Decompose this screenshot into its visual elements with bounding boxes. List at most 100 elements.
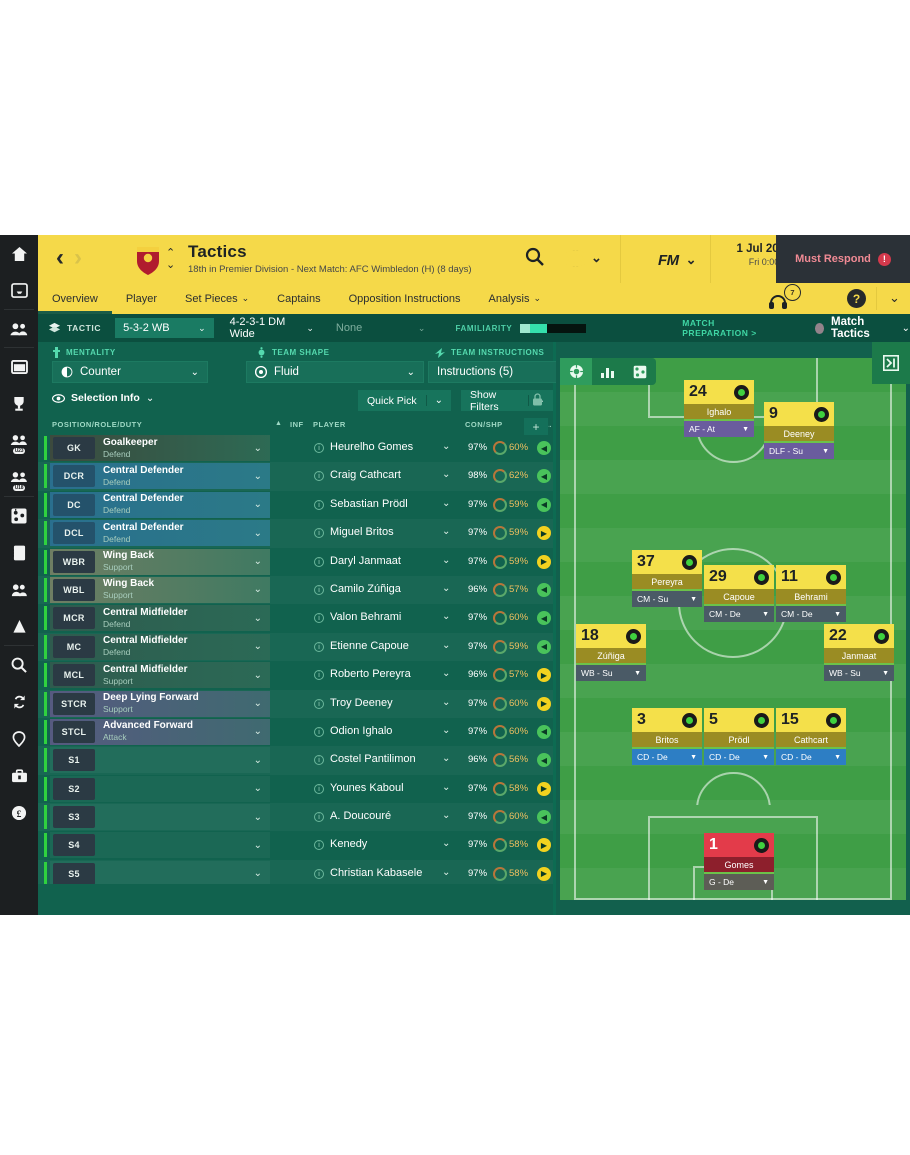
player-info-icon[interactable]: i xyxy=(314,783,324,794)
formation-icon[interactable] xyxy=(560,358,592,385)
role-select[interactable]: AF - At ▼ xyxy=(684,421,754,437)
world-caret[interactable]: ⌄ xyxy=(591,250,602,265)
world-button[interactable]: ⌄ xyxy=(566,246,602,270)
team-shape-select[interactable]: Fluid ⌄ xyxy=(246,361,424,383)
table-row[interactable]: WBR Wing Back Support ⌄ i Daryl Janmaat ⌄ 97% 59… xyxy=(38,548,553,576)
club-badge-icon[interactable] xyxy=(134,245,162,275)
position-cell[interactable]: GK Goalkeeper Defend ⌄ xyxy=(50,435,270,461)
position-caret[interactable]: ⌄ xyxy=(253,839,262,851)
player-caret[interactable]: ⌄ xyxy=(442,582,451,594)
role-select[interactable]: CD - De ▼ xyxy=(632,749,702,765)
tab-captains[interactable]: Captains xyxy=(263,283,334,314)
tab-overview[interactable]: Overview xyxy=(38,283,112,314)
role-select[interactable]: CM - Su ▼ xyxy=(632,591,702,607)
position-caret[interactable]: ⌄ xyxy=(253,612,262,624)
player-info-icon[interactable]: i xyxy=(314,499,324,510)
role-select[interactable]: WB - Su ▼ xyxy=(824,665,894,681)
sidebar-item-inbox[interactable] xyxy=(0,272,38,309)
table-row[interactable]: DCL Central Defender Defend ⌄ i Miguel Britos… xyxy=(38,519,553,547)
player-name[interactable]: Camilo Zúñiga xyxy=(330,582,401,595)
table-row[interactable]: STCL Advanced Forward Attack ⌄ i Odion Ighalo… xyxy=(38,718,553,746)
player-info-icon[interactable]: i xyxy=(314,840,324,851)
pitch-player-card[interactable]: 11 Behrami CM - De ▼ xyxy=(776,565,846,622)
sidebar-item-finances[interactable]: £ xyxy=(0,794,38,831)
table-row[interactable]: DC Central Defender Defend ⌄ i Sebastian Pröd… xyxy=(38,491,553,519)
player-name[interactable]: Younes Kaboul xyxy=(330,781,404,794)
pitch-player-card[interactable]: 5 Prödl CD - De ▼ xyxy=(704,708,774,765)
pitch-player-card[interactable]: 9 Deeney DLF - Su ▼ xyxy=(764,402,834,459)
player-info-icon[interactable]: i xyxy=(314,868,324,879)
help-button[interactable]: ? xyxy=(847,289,866,308)
player-caret[interactable]: ⌄ xyxy=(442,639,451,651)
tactic-select[interactable]: 5-3-2 WB ⌄ xyxy=(115,318,214,338)
player-caret[interactable]: ⌄ xyxy=(442,838,451,850)
player-name[interactable]: Craig Cathcart xyxy=(330,469,401,482)
player-info-icon[interactable]: i xyxy=(314,755,324,766)
table-row[interactable]: S1 ⌄ i Costel Pantilimon ⌄ 96% 56% ◀ xyxy=(38,746,553,774)
role-select[interactable]: G - De ▼ xyxy=(704,874,774,890)
player-info-icon[interactable]: i xyxy=(314,812,324,823)
position-cell[interactable]: MCL Central Midfielder Support ⌄ xyxy=(50,662,270,689)
position-caret[interactable]: ⌄ xyxy=(253,726,262,738)
player-name[interactable]: Troy Deeney xyxy=(330,696,393,709)
col-position[interactable]: POSITION/ROLE/DUTY xyxy=(52,420,143,429)
position-caret[interactable]: ⌄ xyxy=(253,754,262,766)
sidebar-item-scouting[interactable] xyxy=(0,720,38,757)
position-caret[interactable]: ⌄ xyxy=(253,584,262,596)
pitch-player-card[interactable]: 37 Pereyra CM - Su ▼ xyxy=(632,550,702,607)
pitch-player-card[interactable]: 15 Cathcart CD - De ▼ xyxy=(776,708,846,765)
position-cell[interactable]: STCL Advanced Forward Attack ⌄ xyxy=(50,718,270,745)
tab-player[interactable]: Player xyxy=(112,283,171,314)
position-caret[interactable]: ⌄ xyxy=(253,783,262,795)
role-select[interactable]: CD - De ▼ xyxy=(704,749,774,765)
position-cell[interactable]: WBL Wing Back Support ⌄ xyxy=(50,576,270,603)
position-cell[interactable]: STCR Deep Lying Forward Support ⌄ xyxy=(50,690,270,717)
team-instructions-button[interactable]: Instructions (5) xyxy=(428,361,584,383)
player-name[interactable]: Christian Kabasele xyxy=(330,866,423,879)
role-select[interactable]: DLF - Su ▼ xyxy=(764,443,834,459)
player-info-icon[interactable]: i xyxy=(314,698,324,709)
position-cell[interactable]: S3 ⌄ xyxy=(50,804,270,831)
player-caret[interactable]: ⌄ xyxy=(442,781,451,793)
position-cell[interactable]: DCR Central Defender Defend ⌄ xyxy=(50,463,270,490)
sidebar-item-u23-squad[interactable]: U23 xyxy=(0,422,38,459)
sidebar-item-tactics[interactable] xyxy=(0,497,38,534)
show-filters-button[interactable]: Show Filters ⌄ xyxy=(461,389,553,413)
stats-icon[interactable] xyxy=(592,358,624,385)
player-caret[interactable]: ⌄ xyxy=(442,441,451,452)
pitch-player-card[interactable]: 29 Capoue CM - De ▼ xyxy=(704,565,774,622)
player-info-icon[interactable]: i xyxy=(314,443,324,453)
pitch-player-card[interactable]: 22 Janmaat WB - Su ▼ xyxy=(824,624,894,681)
player-info-icon[interactable]: i xyxy=(314,613,324,624)
table-row[interactable]: S5 ⌄ i Christian Kabasele ⌄ 97% 58% ▶ xyxy=(38,860,553,884)
player-caret[interactable]: ⌄ xyxy=(442,611,451,623)
third-select[interactable]: None ⌄ xyxy=(328,318,434,338)
player-info-icon[interactable]: i xyxy=(314,556,324,567)
add-column-button[interactable]: + xyxy=(524,418,548,435)
pitch-player-card[interactable]: 1 Gomes G - De ▼ xyxy=(704,833,774,890)
player-info-icon[interactable]: i xyxy=(314,641,324,652)
sidebar-item-u18-squad[interactable]: U18 xyxy=(0,459,38,496)
player-name[interactable]: Etienne Capoue xyxy=(330,639,409,652)
position-caret[interactable]: ⌄ xyxy=(253,499,262,511)
pitch-player-card[interactable]: 18 Zúñiga WB - Su ▼ xyxy=(576,624,646,681)
player-name[interactable]: Odion Ighalo xyxy=(330,724,393,737)
player-info-icon[interactable]: i xyxy=(314,528,324,539)
sidebar-item-home[interactable] xyxy=(0,235,38,272)
pitch-player-card[interactable]: 24 Ighalo AF - At ▼ xyxy=(684,380,754,437)
player-caret[interactable]: ⌄ xyxy=(442,469,451,481)
player-info-icon[interactable]: i xyxy=(314,584,324,595)
player-caret[interactable]: ⌄ xyxy=(442,526,451,538)
position-caret[interactable]: ⌄ xyxy=(253,698,262,710)
player-caret[interactable]: ⌄ xyxy=(442,724,451,736)
table-row[interactable]: S4 ⌄ i Kenedy ⌄ 97% 58% ▶ xyxy=(38,831,553,859)
position-cell[interactable]: S2 ⌄ xyxy=(50,775,270,802)
tab-analysis[interactable]: Analysis ⌄ xyxy=(474,283,555,314)
player-name[interactable]: Roberto Pereyra xyxy=(330,668,411,681)
pitch[interactable]: 24 Ighalo AF - At ▼ 9 Deeney DLF - Su ▼ 37 Pereyr… xyxy=(560,358,906,900)
position-cell[interactable]: DCL Central Defender Defend ⌄ xyxy=(50,520,270,547)
table-row[interactable]: S2 ⌄ i Younes Kaboul ⌄ 97% 58% ▶ xyxy=(38,775,553,803)
player-caret[interactable]: ⌄ xyxy=(442,497,451,509)
formation-select[interactable]: 4-2-3-1 DM Wide ⌄ xyxy=(222,316,322,340)
player-caret[interactable]: ⌄ xyxy=(442,753,451,765)
